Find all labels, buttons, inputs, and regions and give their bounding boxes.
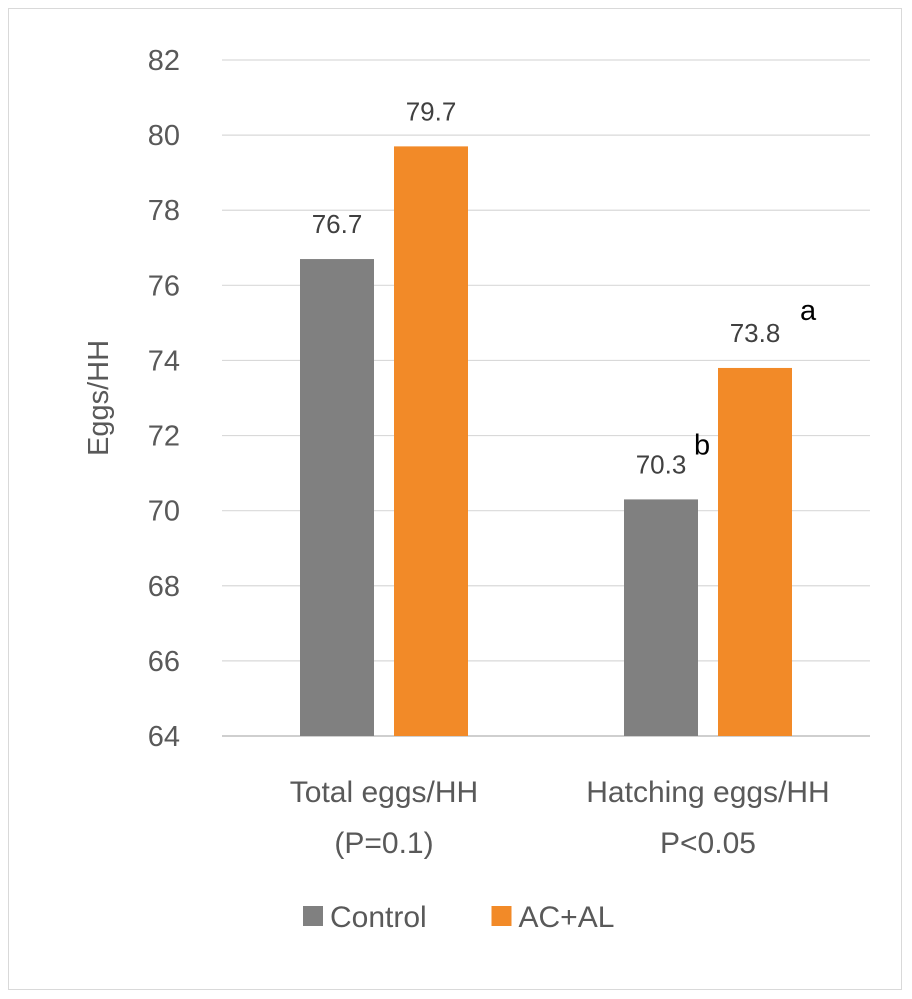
legend-swatch	[491, 906, 512, 926]
data-label: 70.3	[636, 449, 687, 479]
x-axis-categories: Total eggs/HH (P=0.1) Hatching eggs/HH P<0.…	[290, 776, 830, 860]
y-tick-label: 80	[148, 120, 180, 152]
data-label: 79.7	[406, 96, 457, 126]
significance-letter: a	[800, 295, 817, 327]
bar	[394, 146, 468, 736]
y-tick-label: 74	[148, 345, 180, 377]
y-axis-label: Eggs/HH	[83, 340, 115, 456]
y-tick-label: 78	[148, 195, 180, 227]
data-labels: 76.7 70.3b 79.7 73.8 a	[312, 96, 817, 479]
significance-letter: b	[694, 429, 710, 461]
y-tick-label: 68	[148, 571, 180, 603]
bars	[300, 146, 792, 736]
y-tick-label: 82	[148, 45, 180, 77]
category-label: (P=0.1)	[334, 827, 433, 860]
y-tick-label: 64	[148, 721, 180, 753]
y-tick-label: 72	[148, 421, 180, 453]
legend-swatch	[303, 906, 323, 926]
data-label: 73.8	[730, 318, 781, 348]
bar	[718, 367, 792, 736]
y-tick-label: 76	[148, 270, 180, 302]
bar	[624, 499, 698, 736]
y-tick-label: 66	[148, 646, 180, 678]
data-label: 76.7	[312, 209, 363, 239]
y-tick-label: 70	[148, 496, 180, 528]
legend-label: Control	[330, 901, 427, 934]
legend-label: AC+AL	[519, 901, 615, 934]
category-label: Total eggs/HH	[290, 776, 478, 809]
category-label: P<0.05	[660, 827, 756, 860]
bar	[300, 259, 374, 736]
y-axis-ticks: 64 66 68 70 72 74 76 78 80 82	[148, 45, 180, 753]
legend: Control AC+AL	[303, 901, 614, 934]
category-label: Hatching eggs/HH	[586, 776, 829, 809]
